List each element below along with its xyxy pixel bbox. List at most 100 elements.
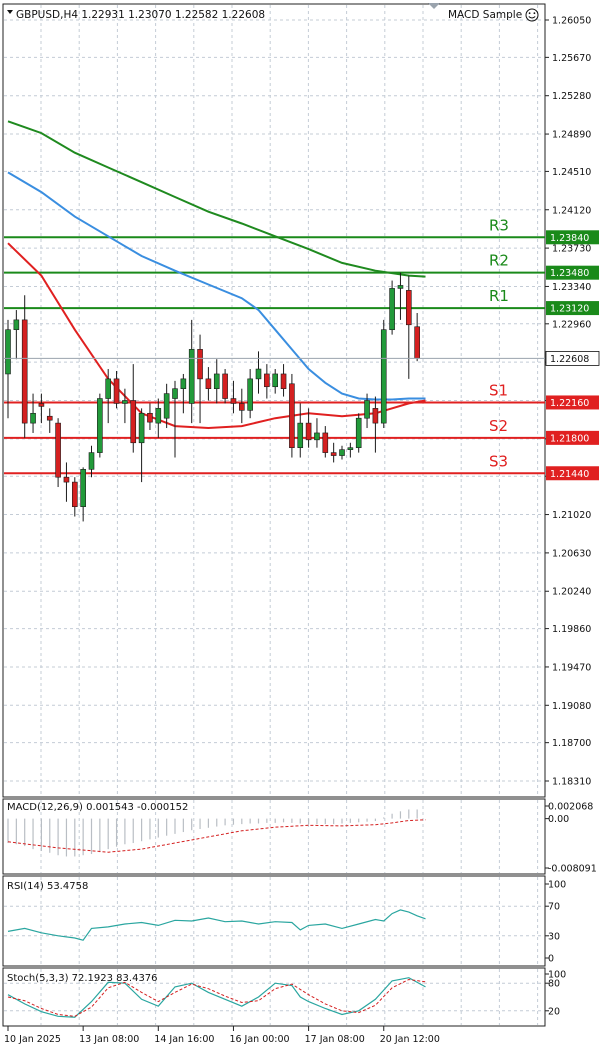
candle-body-up [397, 285, 404, 289]
candle[interactable] [272, 369, 279, 394]
candle-body-down [205, 378, 212, 390]
rsi-title: RSI(14) 53.4758 [7, 881, 88, 892]
candle[interactable] [397, 272, 404, 320]
candle[interactable] [113, 371, 120, 409]
candle[interactable] [180, 373, 187, 414]
candle-body-up [213, 373, 220, 390]
candle[interactable] [213, 359, 220, 404]
candle-body-down [280, 373, 287, 390]
pivot-levels: R3 R2 R1 S1 S2 S3 [4, 216, 545, 475]
candle[interactable] [205, 367, 212, 401]
candle[interactable] [88, 445, 95, 478]
candle-body-down [289, 383, 295, 448]
price-tick-label: 1.25670 [552, 53, 591, 64]
price-tick-label: 1.19080 [552, 701, 591, 712]
candle[interactable] [339, 445, 345, 460]
candle[interactable] [147, 403, 153, 430]
time-label: 20 Jan 12:00 [380, 1034, 440, 1045]
candle[interactable] [63, 462, 70, 502]
price-tick-label: 1.19470 [552, 662, 591, 673]
candle[interactable] [364, 393, 370, 429]
shift-marker-icon[interactable] [428, 3, 440, 9]
candle-body-up [347, 447, 354, 450]
price-tick-label: 1.23730 [552, 244, 591, 255]
candle[interactable] [280, 364, 287, 397]
candle[interactable] [314, 418, 320, 448]
level-price-text: 1.21800 [550, 433, 589, 444]
candle[interactable] [97, 393, 103, 458]
candle-body-down [46, 415, 53, 421]
candle-body-down [113, 378, 120, 404]
candle-body-up [80, 469, 86, 507]
candle-body-up [355, 417, 362, 448]
candle[interactable] [222, 369, 228, 404]
candle[interactable] [5, 319, 11, 419]
candle-body-down [55, 422, 61, 478]
level-price-text: 1.23120 [550, 304, 589, 315]
indicator-tick-label: 20 [548, 1006, 560, 1017]
candle[interactable] [38, 393, 45, 424]
candle[interactable] [239, 388, 245, 424]
level-price-tag [546, 301, 599, 316]
candle[interactable] [405, 275, 412, 379]
price-tick-label: 1.18700 [552, 738, 591, 749]
candle[interactable] [155, 398, 162, 438]
candle-body-up [163, 393, 170, 419]
candle[interactable] [72, 477, 78, 517]
candle-body-up [272, 373, 279, 388]
candle[interactable] [163, 383, 170, 429]
dropdown-triangle-icon[interactable] [7, 10, 13, 14]
candle[interactable] [322, 426, 329, 458]
indicator-tick-label: 100 [548, 880, 566, 891]
candle[interactable] [380, 319, 387, 429]
candle-body-up [389, 288, 395, 331]
candle[interactable] [55, 418, 61, 488]
price-tick-label: 1.24120 [552, 205, 591, 216]
candle[interactable] [197, 334, 203, 424]
price-tick-label: 1.18310 [552, 777, 591, 788]
price-tick-label: 1.25280 [552, 91, 591, 102]
indicator-tick-label: 0.002068 [548, 802, 593, 813]
candle[interactable] [13, 310, 20, 360]
candle-body-down [330, 452, 337, 456]
candle[interactable] [355, 413, 362, 453]
moving-average-3[interactable] [7, 120, 426, 278]
candle[interactable] [289, 373, 295, 458]
candle[interactable] [264, 364, 270, 399]
macd-title: MACD(12,26,9) 0.001543 -0.000152 [7, 802, 188, 813]
candle[interactable] [130, 364, 137, 453]
stoch-main-line [7, 977, 426, 1018]
candle[interactable] [372, 396, 379, 453]
smiley-icon[interactable] [525, 8, 539, 22]
candle[interactable] [138, 408, 145, 483]
candle-body-down [414, 326, 420, 359]
candle[interactable] [122, 388, 128, 424]
chart-title: GBPUSD,H4 1.22931 1.23070 1.22582 1.2260… [16, 9, 265, 21]
last-price-text: 1.22608 [550, 354, 589, 365]
price-tick-label: 1.20630 [552, 548, 591, 559]
candle-body-up [247, 378, 253, 411]
candle[interactable] [389, 280, 395, 335]
candle[interactable] [172, 380, 178, 458]
candle[interactable] [305, 408, 312, 448]
candle[interactable] [297, 403, 304, 458]
level-label-s3: S3 [489, 452, 508, 470]
candle[interactable] [347, 442, 354, 458]
candle-body-down [405, 290, 412, 326]
candle[interactable] [247, 369, 253, 419]
candle[interactable] [330, 442, 337, 463]
candle[interactable] [80, 467, 86, 522]
candle[interactable] [188, 319, 195, 424]
candle-body-up [122, 400, 128, 404]
candles[interactable] [5, 272, 420, 522]
price-tick-label: 1.24510 [552, 167, 591, 178]
candle[interactable] [46, 408, 53, 433]
stoch-title: Stoch(5,3,3) 72.1923 83.4376 [7, 973, 158, 984]
time-axis: 10 Jan 2025 13 Jan 08:00 14 Jan 16:00 16 Ja… [4, 1026, 440, 1045]
candle-body-down [63, 476, 70, 483]
candle[interactable] [105, 369, 111, 424]
candle[interactable] [21, 295, 28, 438]
candle[interactable] [230, 380, 237, 414]
candle[interactable] [30, 393, 36, 433]
